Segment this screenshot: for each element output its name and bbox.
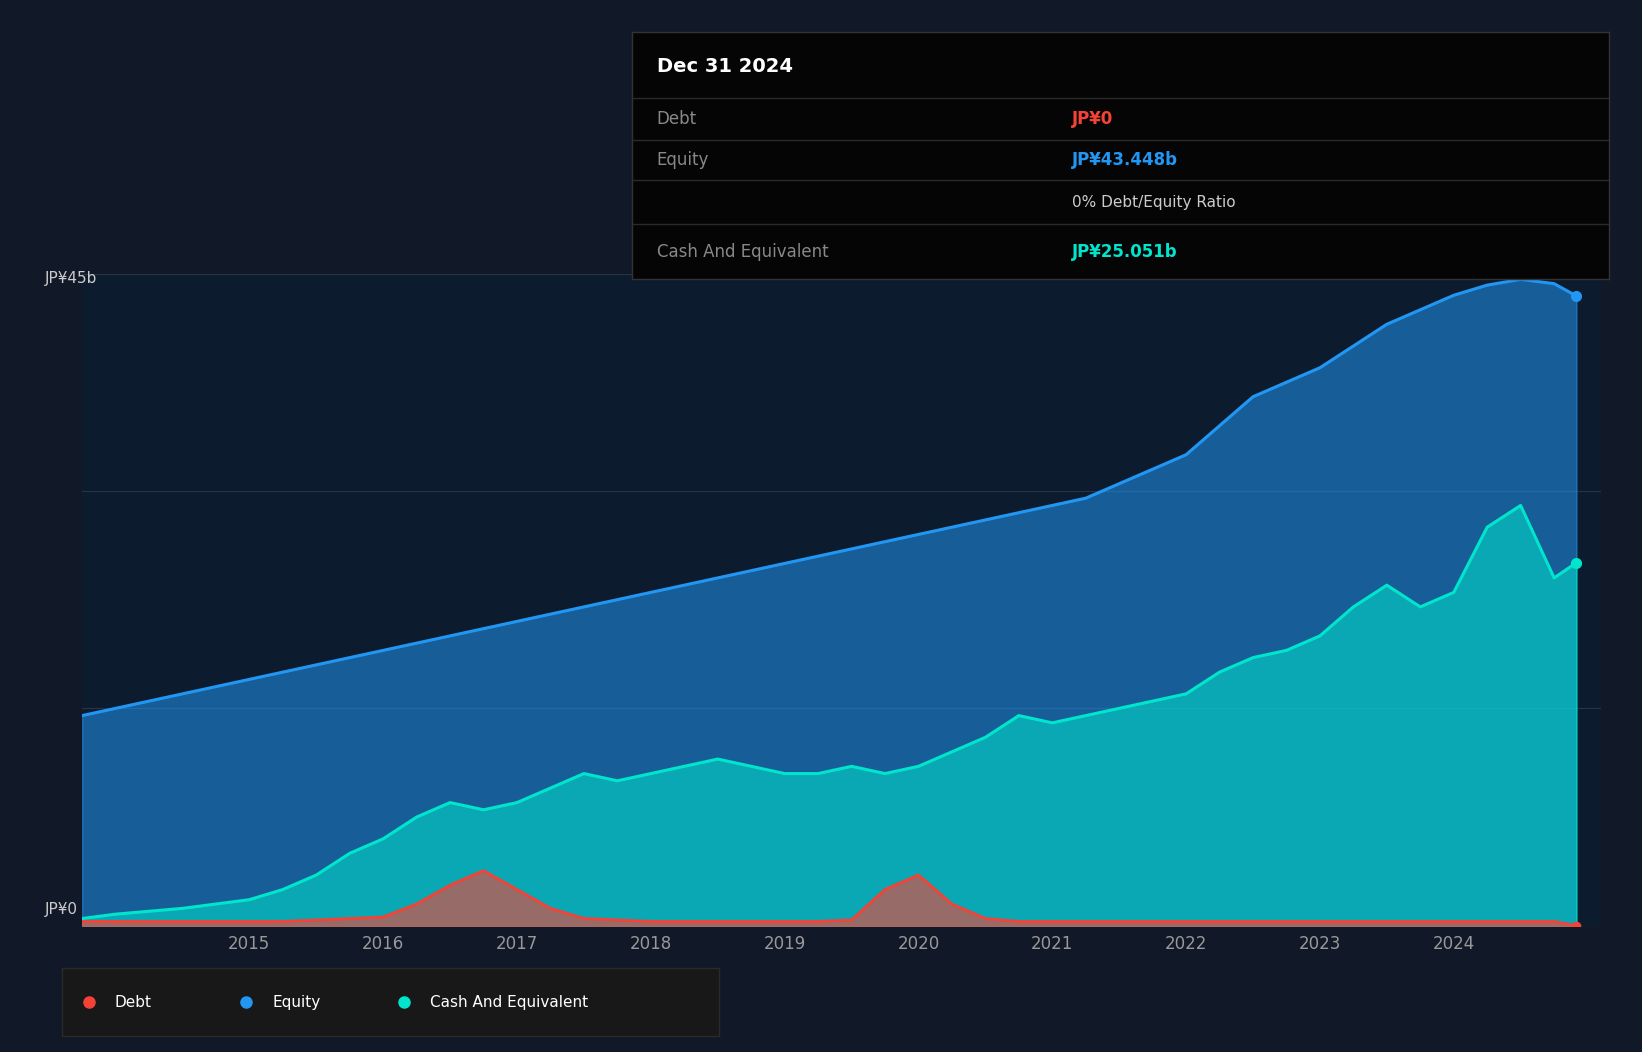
Text: Debt: Debt [115,994,153,1010]
Text: Equity: Equity [273,994,320,1010]
Text: Cash And Equivalent: Cash And Equivalent [657,243,828,261]
Text: JP¥0: JP¥0 [44,903,77,917]
Text: JP¥45b: JP¥45b [44,271,97,286]
Text: Debt: Debt [657,110,696,128]
Text: JP¥25.051b: JP¥25.051b [1072,243,1177,261]
Text: JP¥0: JP¥0 [1072,110,1113,128]
Text: Dec 31 2024: Dec 31 2024 [657,57,793,76]
Text: Cash And Equivalent: Cash And Equivalent [430,994,588,1010]
Text: JP¥43.448b: JP¥43.448b [1072,151,1177,169]
Text: Equity: Equity [657,151,709,169]
Text: 0% Debt/Equity Ratio: 0% Debt/Equity Ratio [1072,195,1235,209]
